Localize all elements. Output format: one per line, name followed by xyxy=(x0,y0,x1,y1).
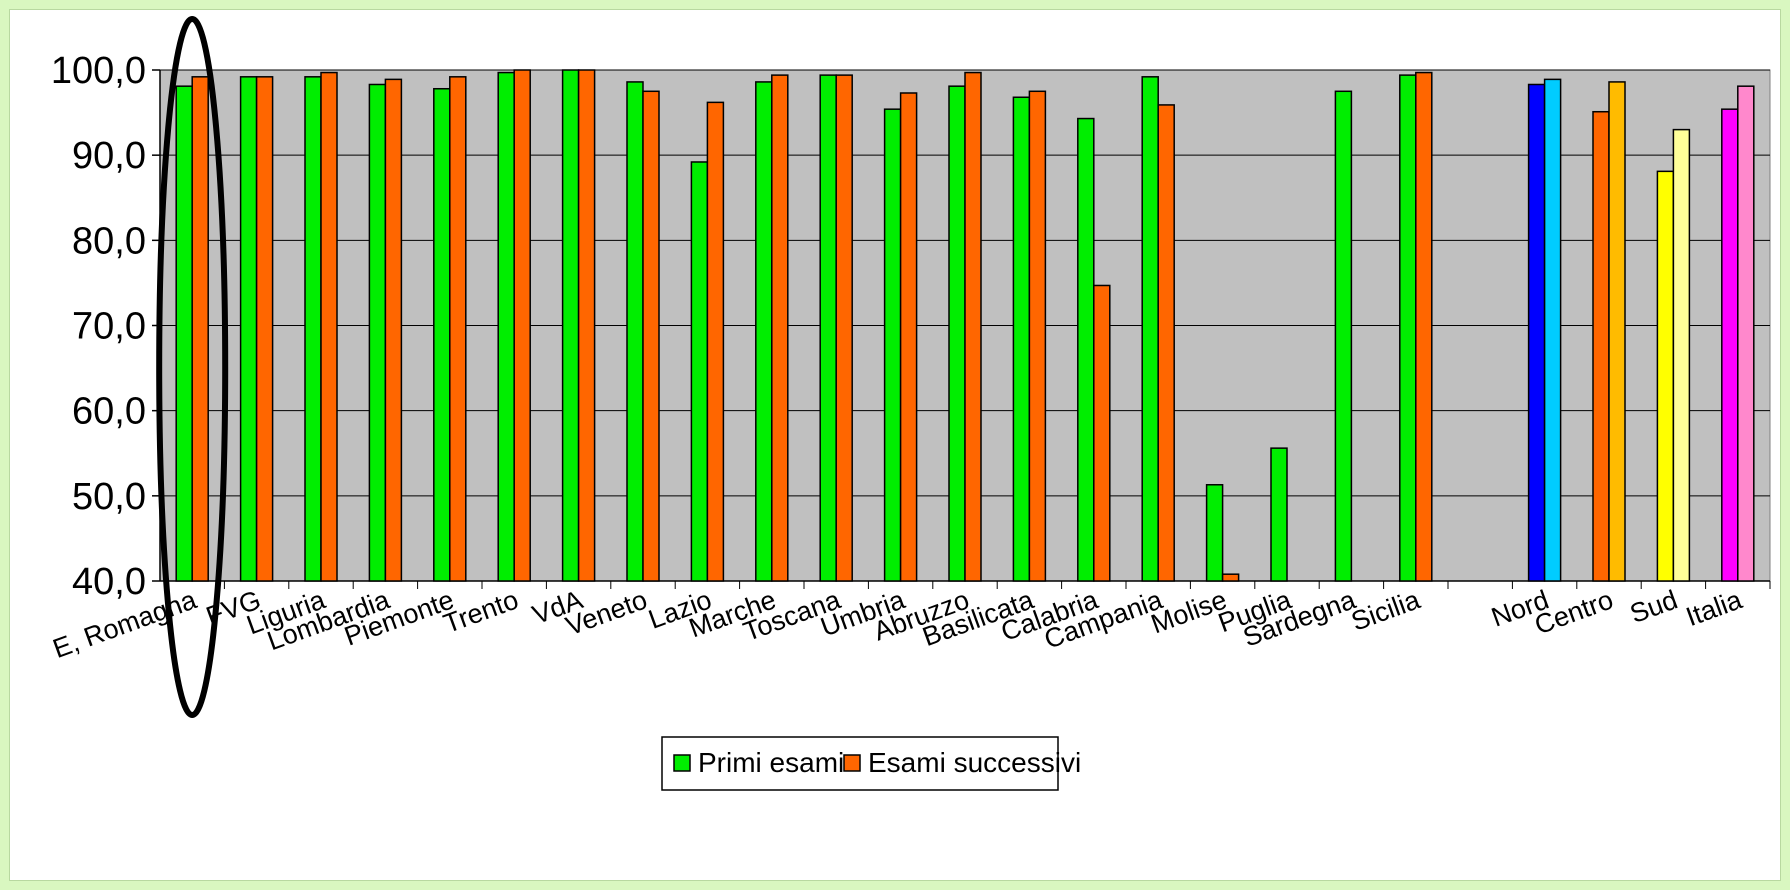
bar xyxy=(964,71,982,582)
bar xyxy=(304,76,322,582)
bar xyxy=(1399,74,1417,582)
x-tick-label: Trento xyxy=(440,584,523,639)
legend-label: Primi esami xyxy=(698,747,844,778)
bar xyxy=(948,85,966,582)
y-tick-label: 60,0 xyxy=(72,391,146,433)
y-tick-label: 90,0 xyxy=(72,135,146,177)
bar xyxy=(255,76,274,582)
bar xyxy=(577,69,596,582)
bar xyxy=(1028,90,1047,582)
bar xyxy=(899,92,918,582)
bar xyxy=(642,90,660,582)
bar xyxy=(1334,90,1353,582)
bar xyxy=(1737,85,1755,582)
y-tick-label: 100,0 xyxy=(51,50,146,92)
bar xyxy=(1270,447,1288,582)
bar xyxy=(497,71,515,582)
bar xyxy=(1415,71,1433,582)
x-tick-label: Italia xyxy=(1682,584,1747,632)
bar xyxy=(1672,128,1691,582)
bar xyxy=(1608,81,1626,582)
bar xyxy=(175,85,193,582)
bar xyxy=(835,74,853,582)
bar xyxy=(1012,96,1031,582)
bar xyxy=(771,74,789,582)
bar xyxy=(1527,83,1546,582)
bar xyxy=(1656,170,1675,582)
bar xyxy=(1077,117,1095,582)
bar xyxy=(449,76,467,582)
bar xyxy=(513,69,531,582)
legend-label: Esami successivi xyxy=(868,747,1081,778)
legend-swatch xyxy=(673,754,691,772)
x-tick-label: Sud xyxy=(1626,584,1681,629)
bar xyxy=(191,76,209,582)
bar xyxy=(1592,110,1610,582)
bar xyxy=(368,83,387,582)
x-tick-label: Campania xyxy=(1040,584,1167,655)
bar xyxy=(706,101,725,582)
bar xyxy=(1141,76,1159,582)
bar xyxy=(1093,284,1111,582)
bar xyxy=(1157,104,1175,582)
y-tick-label: 40,0 xyxy=(72,561,146,603)
bar xyxy=(626,81,644,582)
annotation-ellipse xyxy=(156,16,229,718)
y-tick-label: 80,0 xyxy=(72,220,146,262)
bar xyxy=(320,71,338,582)
bar xyxy=(690,161,709,582)
chart-frame: 40,0 50,0 60,0 70,0 80,0 90,0 100,0 E, Romagna F… xyxy=(9,9,1781,881)
bar xyxy=(1543,78,1562,582)
bar xyxy=(1205,484,1224,582)
bar xyxy=(384,78,403,582)
bar xyxy=(819,74,837,582)
bar xyxy=(1221,573,1240,582)
x-tick-label: Sicilia xyxy=(1347,584,1424,637)
y-tick-label: 70,0 xyxy=(72,306,146,348)
bar xyxy=(883,108,902,582)
bar xyxy=(433,87,451,582)
bar xyxy=(239,76,258,582)
y-tick-label: 50,0 xyxy=(72,476,146,518)
legend: Primi esami Esami successivi xyxy=(661,736,1081,791)
bar xyxy=(561,69,580,582)
bar xyxy=(755,81,773,582)
legend-swatch xyxy=(843,754,861,772)
bar xyxy=(1721,108,1739,582)
